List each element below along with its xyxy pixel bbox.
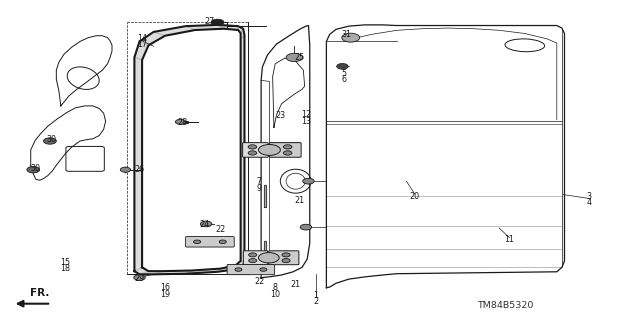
Circle shape [284, 145, 292, 149]
Polygon shape [134, 267, 148, 274]
Polygon shape [140, 271, 163, 274]
Text: 25: 25 [294, 53, 305, 62]
Circle shape [260, 268, 267, 271]
Circle shape [248, 259, 257, 263]
Circle shape [193, 240, 201, 244]
FancyBboxPatch shape [227, 264, 275, 275]
Circle shape [337, 63, 348, 69]
Text: 14: 14 [137, 34, 147, 43]
Text: 18: 18 [60, 264, 70, 273]
Circle shape [120, 167, 131, 172]
Polygon shape [186, 269, 221, 274]
Text: 1: 1 [313, 291, 318, 300]
Text: 26: 26 [134, 165, 145, 174]
Circle shape [286, 53, 303, 62]
Text: 13: 13 [301, 117, 311, 126]
Text: 6: 6 [342, 75, 347, 84]
FancyBboxPatch shape [269, 251, 299, 265]
Circle shape [282, 259, 290, 263]
Text: 19: 19 [160, 290, 170, 299]
Polygon shape [241, 35, 244, 263]
Circle shape [282, 253, 290, 257]
Text: 5: 5 [342, 69, 347, 78]
FancyBboxPatch shape [243, 143, 268, 157]
Circle shape [300, 224, 312, 230]
FancyBboxPatch shape [269, 143, 301, 157]
Text: FR.: FR. [30, 288, 49, 298]
Text: 30: 30 [46, 135, 56, 144]
Polygon shape [264, 185, 266, 207]
Polygon shape [218, 25, 238, 30]
Text: 8: 8 [273, 283, 278, 292]
Polygon shape [154, 26, 195, 36]
Circle shape [259, 253, 279, 263]
Polygon shape [236, 261, 244, 269]
Text: 7: 7 [257, 177, 262, 186]
Circle shape [200, 221, 212, 227]
Text: 10: 10 [270, 290, 280, 299]
Circle shape [284, 151, 292, 155]
Text: 3: 3 [586, 192, 591, 201]
Circle shape [248, 145, 257, 149]
Text: 28: 28 [177, 118, 188, 127]
Text: TM84B5320: TM84B5320 [477, 301, 534, 310]
Text: 9: 9 [257, 184, 262, 193]
Text: 20: 20 [410, 192, 420, 201]
Circle shape [303, 178, 314, 184]
Text: 4: 4 [586, 198, 591, 207]
Polygon shape [238, 26, 243, 33]
Circle shape [211, 19, 224, 26]
FancyBboxPatch shape [186, 237, 234, 247]
Polygon shape [186, 25, 224, 30]
Polygon shape [218, 265, 240, 272]
Circle shape [219, 240, 227, 244]
Circle shape [27, 167, 40, 173]
Circle shape [248, 253, 257, 257]
Text: 12: 12 [301, 110, 311, 119]
Polygon shape [264, 241, 266, 259]
Polygon shape [241, 29, 244, 40]
Circle shape [134, 275, 145, 280]
Text: 24: 24 [200, 220, 210, 229]
Circle shape [235, 268, 242, 271]
Text: 21: 21 [291, 280, 301, 289]
Circle shape [259, 145, 280, 155]
Text: 23: 23 [275, 111, 285, 120]
Text: 30: 30 [30, 164, 40, 173]
Circle shape [44, 138, 56, 144]
Text: 2: 2 [313, 297, 318, 306]
FancyBboxPatch shape [243, 251, 268, 265]
Circle shape [248, 151, 257, 155]
Text: 22: 22 [254, 277, 264, 286]
Polygon shape [134, 41, 148, 60]
Text: 29: 29 [134, 274, 145, 283]
Text: 11: 11 [504, 235, 515, 244]
Text: 22: 22 [216, 225, 226, 234]
Circle shape [175, 119, 186, 124]
Text: 15: 15 [60, 258, 70, 267]
Text: 31: 31 [342, 30, 352, 39]
Polygon shape [134, 57, 142, 271]
Polygon shape [140, 32, 165, 45]
Text: 27: 27 [205, 17, 215, 26]
Polygon shape [154, 271, 192, 274]
Text: 16: 16 [160, 283, 170, 292]
Text: 17: 17 [137, 40, 147, 49]
Text: 21: 21 [294, 197, 305, 205]
Circle shape [342, 33, 360, 42]
